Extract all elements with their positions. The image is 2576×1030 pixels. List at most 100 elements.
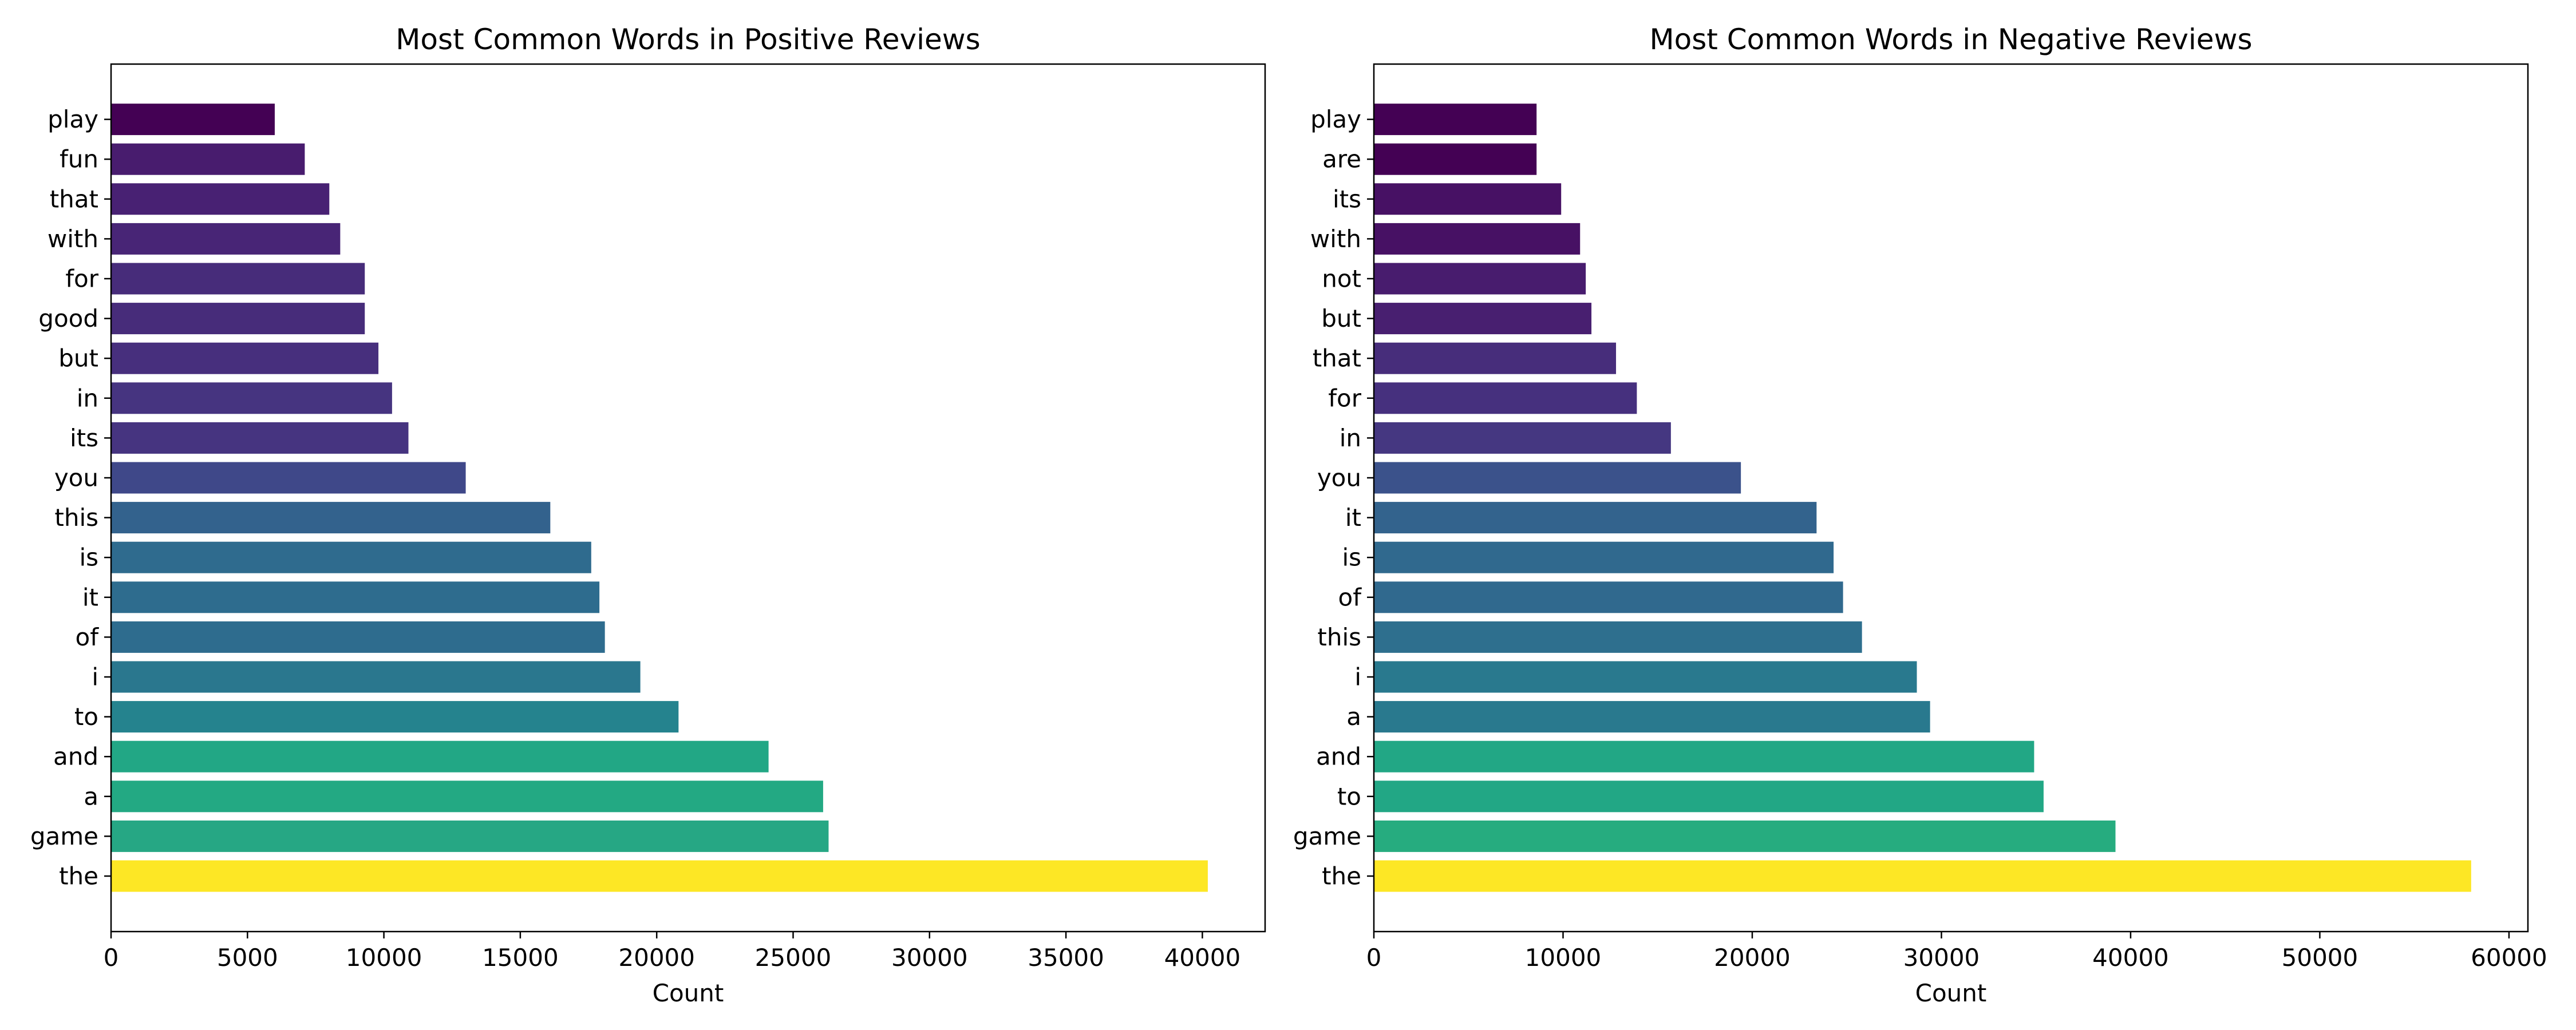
bar-to: [1374, 781, 2044, 813]
bar-its: [1374, 183, 1562, 215]
bar-and: [1374, 740, 2034, 772]
y-tick-label: a: [84, 782, 98, 810]
x-tick-label: 60000: [2471, 944, 2547, 972]
y-tick-label: that: [1313, 344, 1361, 373]
y-tick-label: play: [48, 105, 98, 133]
bar-play: [1374, 104, 1537, 136]
bar-with: [1374, 223, 1581, 255]
bar-for: [111, 263, 365, 295]
bar-is: [1374, 541, 1834, 573]
y-tick-label: in: [1340, 424, 1361, 452]
y-tick-label: with: [48, 225, 98, 253]
bar-are: [1374, 143, 1537, 175]
y-tick-label: game: [30, 822, 98, 850]
y-tick-label: of: [1338, 583, 1362, 611]
bar-not: [1374, 263, 1586, 295]
positive-reviews-chart: Most Common Words in Positive Reviews Co…: [30, 23, 1266, 1007]
x-tick-label: 20000: [1714, 944, 1791, 972]
y-tick-label: is: [79, 544, 98, 572]
bar-game: [1374, 820, 2116, 852]
bar-good: [111, 303, 365, 335]
x-axis-ticks: 0 10000 20000 30000 40000 50000 60000: [1366, 932, 2547, 972]
x-tick-label: 35000: [1028, 944, 1104, 972]
y-tick-label: but: [58, 344, 98, 373]
bar-a: [111, 781, 823, 813]
bar-is: [111, 541, 591, 573]
y-tick-label: you: [54, 464, 98, 492]
bar-but: [111, 342, 379, 374]
bars-group: [1374, 104, 2471, 892]
y-tick-label: is: [1342, 544, 1361, 572]
bar-but: [1374, 303, 1592, 335]
x-tick-label: 25000: [755, 944, 832, 972]
bar-of: [1374, 581, 1843, 613]
bar-it: [111, 581, 600, 613]
y-tick-label: for: [1328, 384, 1361, 412]
y-tick-label: good: [38, 304, 98, 332]
y-tick-label: are: [1322, 145, 1361, 173]
bar-and: [111, 740, 769, 772]
x-tick-label: 5000: [217, 944, 278, 972]
negative-reviews-chart: Most Common Words in Negative Reviews Co…: [1293, 23, 2547, 1007]
bar-i: [111, 661, 641, 693]
y-tick-label: but: [1321, 304, 1361, 332]
bar-in: [1374, 422, 1671, 454]
bar-a: [1374, 701, 1930, 733]
x-tick-label: 10000: [1525, 944, 1602, 972]
x-tick-label: 15000: [482, 944, 559, 972]
plot-frame: [1373, 63, 2529, 933]
x-tick-label: 10000: [346, 944, 422, 972]
y-tick-label: a: [1346, 703, 1361, 731]
y-tick-label: this: [54, 504, 98, 532]
y-tick-label: fun: [60, 145, 98, 173]
y-tick-label: play: [1310, 105, 1361, 133]
bar-the: [111, 860, 1208, 892]
bar-to: [111, 701, 679, 733]
plot-frame: [110, 63, 1266, 933]
chart-title: Most Common Words in Positive Reviews: [396, 23, 980, 56]
y-tick-label: to: [74, 703, 98, 731]
bar-the: [1374, 860, 2471, 892]
bar-with: [111, 223, 341, 255]
bar-its: [111, 422, 409, 454]
y-tick-label: the: [1322, 862, 1361, 890]
y-axis-ticks: the game a and to i of it is this you its in but good f…: [30, 105, 111, 890]
x-tick-label: 30000: [1903, 944, 1980, 972]
y-tick-label: this: [1317, 623, 1361, 651]
bar-for: [1374, 382, 1637, 414]
bar-you: [1374, 462, 1741, 494]
bar-it: [1374, 502, 1817, 534]
y-tick-label: of: [76, 623, 100, 651]
chart-title: Most Common Words in Negative Reviews: [1649, 23, 2252, 56]
x-tick-label: 40000: [2092, 944, 2169, 972]
y-tick-label: and: [1316, 743, 1361, 771]
x-axis-ticks: 0 5000 10000 15000 20000 25000 30000 35000 40000: [104, 932, 1240, 972]
y-tick-label: you: [1317, 464, 1361, 492]
y-tick-label: its: [1333, 185, 1361, 213]
x-tick-label: 20000: [618, 944, 695, 972]
x-axis-label: Count: [653, 979, 724, 1007]
x-tick-label: 30000: [891, 944, 968, 972]
y-tick-label: with: [1310, 225, 1361, 253]
y-tick-label: its: [70, 424, 98, 452]
bar-that: [1374, 342, 1617, 374]
y-tick-label: in: [77, 384, 98, 412]
x-tick-label: 0: [1366, 944, 1382, 972]
y-tick-label: and: [53, 743, 98, 771]
y-axis-ticks: the game to and ai this of is it you in for that but n…: [1293, 105, 1374, 890]
bar-this: [1374, 621, 1862, 653]
x-tick-label: 50000: [2282, 944, 2358, 972]
y-tick-label: i: [92, 663, 98, 691]
y-tick-label: to: [1337, 782, 1361, 810]
bar-of: [111, 621, 605, 653]
bar-game: [111, 820, 829, 852]
y-tick-label: for: [65, 265, 98, 293]
bar-fun: [111, 143, 305, 175]
y-tick-label: that: [50, 185, 98, 213]
y-tick-label: it: [1345, 504, 1361, 532]
y-tick-label: game: [1293, 822, 1361, 850]
bars-group: [111, 104, 1208, 892]
bar-you: [111, 462, 466, 494]
bar-this: [111, 502, 551, 534]
